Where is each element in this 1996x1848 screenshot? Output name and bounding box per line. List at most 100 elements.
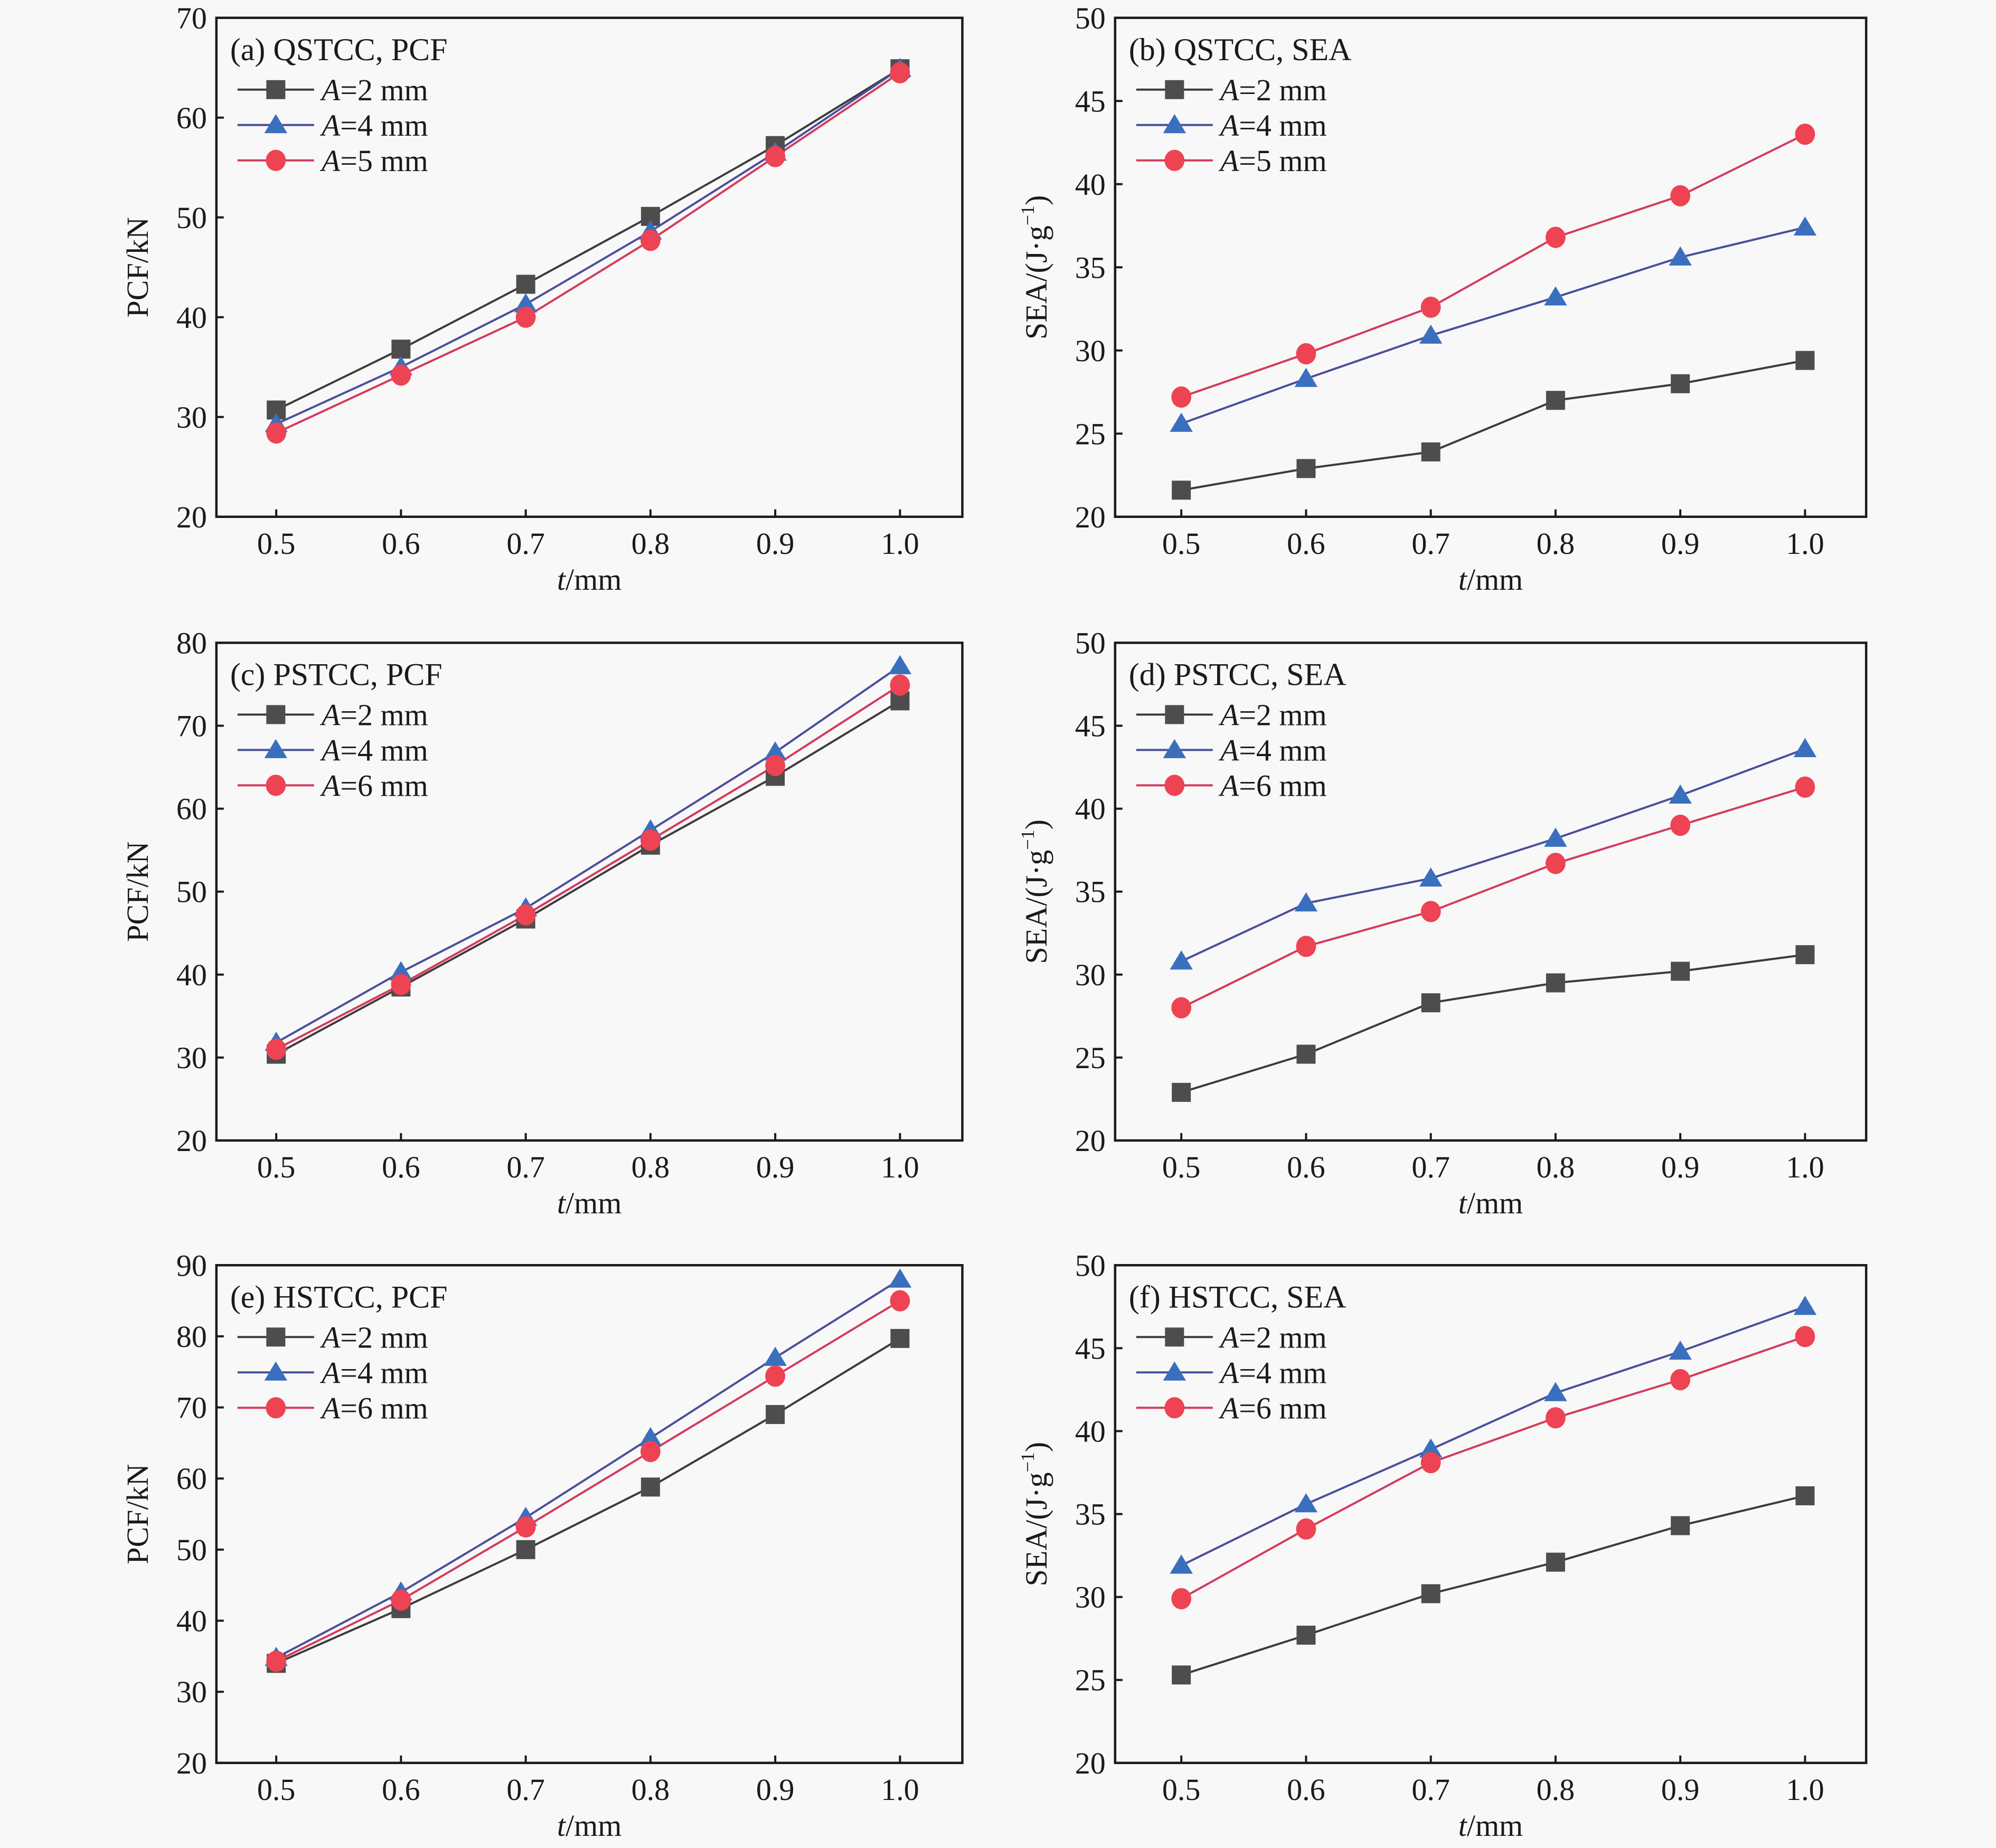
legend-label-value: =5 mm	[1239, 144, 1326, 178]
legend-label: A=6 mm	[319, 768, 428, 803]
series-line-triangle	[276, 68, 901, 425]
x-tick-label: 0.9	[1661, 526, 1700, 561]
y-tick-label: 80	[176, 626, 207, 660]
y-tick-label: 20	[176, 1124, 207, 1158]
data-point-circle	[1171, 386, 1192, 408]
x-tick-label: 0.5	[1162, 526, 1201, 561]
data-point-triangle	[1793, 216, 1817, 236]
legend-label: A=2 mm	[1218, 697, 1327, 732]
legend-label: A=6 mm	[1218, 768, 1327, 803]
legend-label-value: =6 mm	[1239, 768, 1326, 803]
y-tick-label: 70	[176, 1, 207, 35]
legend-item: A=4 mm	[1136, 733, 1327, 767]
x-tick-label: 0.5	[1162, 1150, 1201, 1184]
data-point-circle	[266, 1039, 287, 1060]
legend-square-icon	[1165, 80, 1184, 99]
data-point-square	[391, 340, 411, 359]
panel-title: (e) HSTCC, PCF	[230, 1279, 448, 1314]
data-point-triangle	[1793, 1296, 1817, 1315]
legend: A=2 mmA=4 mmA=5 mm	[1136, 73, 1327, 178]
x-tick-label: 0.7	[506, 1150, 545, 1184]
y-tick-label: 40	[176, 958, 207, 992]
x-axis-label-unit: /mm	[566, 1186, 622, 1220]
legend-item: A=2 mm	[1136, 697, 1327, 732]
legend-label-symbol: A	[1218, 1320, 1239, 1354]
y-tick-label: 30	[1075, 334, 1106, 368]
y-tick-label: 20	[176, 500, 207, 534]
legend-circle-icon	[1164, 775, 1185, 796]
x-tick-label: 0.8	[632, 1772, 670, 1807]
legend-label: A=6 mm	[319, 1391, 428, 1425]
legend-item: A=2 mm	[237, 697, 428, 732]
legend-label: A=4 mm	[1218, 108, 1327, 143]
y-axis-label-end: )	[1019, 819, 1053, 829]
y-tick-label: 35	[1075, 250, 1106, 285]
data-point-circle	[765, 146, 786, 167]
data-point-triangle	[1419, 1438, 1443, 1458]
y-axis-label: SEA/(J·g−1)	[1017, 195, 1053, 340]
legend-triangle-icon	[1163, 114, 1187, 134]
x-tick-label: 0.8	[1537, 1150, 1575, 1184]
y-tick-label: 25	[1075, 417, 1106, 451]
data-point-circle	[1296, 936, 1316, 957]
data-point-triangle	[1669, 1340, 1692, 1360]
x-tick-label: 0.9	[1661, 1772, 1700, 1807]
legend-label: A=4 mm	[319, 108, 428, 143]
series-line-circle	[276, 72, 901, 434]
legend-label-value: =4 mm	[1239, 108, 1326, 143]
y-axis-label-main: PCF/kN	[120, 1464, 155, 1564]
data-point-circle	[515, 306, 536, 328]
data-point-square	[1296, 1625, 1316, 1645]
y-tick-label: 30	[176, 1041, 207, 1075]
data-point-circle	[1795, 124, 1815, 145]
x-tick-label: 0.5	[257, 1150, 296, 1184]
data-point-circle	[1420, 296, 1441, 318]
data-point-circle	[515, 904, 536, 926]
x-tick-label: 0.9	[1661, 1150, 1700, 1184]
data-point-square	[1421, 442, 1440, 461]
legend-label: A=4 mm	[1218, 1355, 1327, 1390]
legend-label-value: =2 mm	[1239, 1320, 1326, 1354]
legend-square-icon	[1165, 705, 1184, 724]
legend: A=2 mmA=4 mmA=6 mm	[1136, 697, 1327, 803]
data-point-triangle	[1793, 738, 1817, 758]
data-point-square	[1671, 961, 1690, 981]
data-point-triangle	[888, 655, 912, 674]
data-point-square	[1296, 1044, 1316, 1064]
legend-label-symbol: A	[319, 108, 341, 143]
data-point-circle	[1795, 776, 1815, 798]
x-tick-label: 0.9	[756, 1772, 795, 1807]
legend-label: A=2 mm	[1218, 1320, 1327, 1354]
chart-panel-f: 20 25 30 35 40 45 50 0.5 0.6 0.7 0.8 0.9 1.0 t/mm SEA/…	[1017, 1248, 1868, 1843]
legend: A=2 mmA=4 mmA =6 mm	[1136, 1320, 1327, 1425]
y-tick-label: 20	[176, 1746, 207, 1780]
y-axis-label: PCF/kN	[120, 217, 155, 317]
y-tick-label: 50	[176, 201, 207, 235]
legend: A=2 mmA=4 mmA=5 mm	[237, 73, 428, 178]
data-point-triangle	[1544, 1382, 1567, 1401]
x-axis-label-unit: /mm	[1467, 1808, 1523, 1843]
data-point-triangle	[1294, 1493, 1318, 1513]
y-tick-label: 60	[176, 792, 207, 826]
legend-square-icon	[266, 1327, 286, 1347]
legend-label-value: =2 mm	[1239, 73, 1326, 107]
data-point-circle	[1545, 853, 1566, 874]
legend-triangle-icon	[264, 114, 288, 134]
data-point-square	[1296, 459, 1316, 478]
legend-item: A=2 mm	[1136, 73, 1327, 107]
y-axis-label-superscript: −1	[1017, 829, 1038, 850]
data-point-circle	[1171, 997, 1192, 1019]
y-tick-label: 50	[1075, 626, 1106, 660]
data-point-square	[1172, 480, 1191, 500]
data-point-square	[1546, 391, 1565, 410]
x-tick-label: 0.9	[756, 526, 795, 561]
x-tick-label: 1.0	[1786, 526, 1824, 561]
data-point-square	[516, 1540, 535, 1559]
y-tick-label: 45	[1075, 1331, 1106, 1365]
data-point-circle	[890, 62, 910, 83]
x-axis-label-symbol: t	[1458, 1808, 1468, 1843]
legend-label-value: =6 mm	[1239, 1391, 1326, 1425]
y-axis-label: PCF/kN	[120, 1464, 155, 1564]
x-tick-label: 0.6	[1287, 526, 1325, 561]
legend-label-symbol: A	[1218, 697, 1239, 732]
